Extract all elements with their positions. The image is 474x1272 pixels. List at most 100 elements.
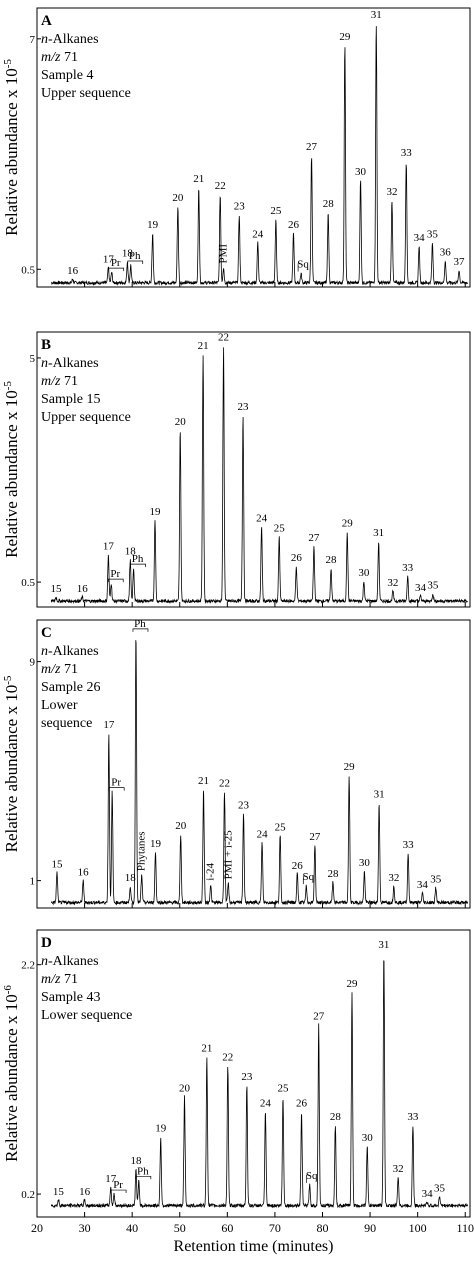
peak-label-34: 34 [422,1188,434,1200]
y-axis-label: Relative abundance x 10-5 [2,675,21,852]
peak-label-26: 26 [288,219,300,231]
peak-label-22: 22 [219,778,230,790]
peak-label-19: 19 [150,838,162,850]
peak-label-35: 35 [427,580,439,592]
peak-bracket [132,628,149,632]
y-tick-label: 0.5 [21,577,35,589]
peak-bracket [107,578,124,583]
panel-info-line: n-Alkanes [41,32,99,47]
peak-bracket [108,267,125,272]
peak-label-ph: Ph [137,1165,149,1177]
panel-info-line: sequence [41,716,92,731]
peak-label-16: 16 [67,265,79,277]
peak-label-phytanes: Phytanes [136,831,148,871]
peak-label-15: 15 [53,1186,65,1198]
x-tick-label: 20 [31,1221,43,1235]
x-tick-label: 30 [79,1221,91,1235]
peak-label-18: 18 [125,546,137,558]
peak-bracket [108,787,125,791]
chromatogram-trace [50,347,468,605]
peak-label-17: 17 [103,541,115,553]
panel-info-line: Upper sequence [41,410,131,425]
peak-label-26: 26 [296,1097,308,1109]
peak-label-37: 37 [454,256,466,268]
peak-label-19: 19 [155,1123,167,1135]
y-axis-label: Relative abundance x 10-5 [2,59,21,236]
chromatogram-trace [50,640,468,906]
peak-label-18: 18 [125,872,137,884]
peak-label-29: 29 [344,761,356,773]
peak-label-ph: Ph [134,618,146,630]
panel-frame [36,619,471,909]
x-tick-label: 50 [174,1221,186,1235]
panel-letter: B [41,337,51,353]
peak-label-25: 25 [275,821,287,833]
peak-label-ph: Ph [129,250,141,262]
peak-label-33: 33 [401,147,413,159]
x-tick-label: 90 [364,1221,376,1235]
peak-label-27: 27 [309,831,321,843]
panel-info-line: Sample 4 [41,68,94,83]
panel-frame [36,7,471,288]
peak-label-22: 22 [215,180,226,192]
peak-label-sq: Sq [306,1170,318,1182]
peak-label-pmi-i-25: PMI + i-25 [222,830,234,879]
peak-label-24: 24 [256,512,268,524]
peak-label-25: 25 [274,522,286,534]
peak-label-15: 15 [51,858,63,870]
peak-label-30: 30 [358,567,370,579]
peak-label-pr: Pr [111,257,121,269]
x-axis-label: Retention time (minutes) [174,1238,334,1255]
x-tick-label: 80 [316,1221,328,1235]
peak-label-ph: Ph [132,553,144,565]
peak-label-34: 34 [417,879,429,891]
peak-label-30: 30 [362,1132,374,1144]
peak-label-i-24: i-24 [205,863,217,881]
peak-label-pr: Pr [111,777,121,789]
peak-label-sq: Sq [303,871,315,883]
peak-label-sq: Sq [297,259,309,271]
x-tick-label: 60 [221,1221,233,1235]
peak-label-34: 34 [414,232,426,244]
peak-label-15: 15 [51,583,63,595]
peak-bracket [127,260,144,265]
peak-label-16: 16 [78,867,90,879]
peak-label-21: 21 [198,340,209,352]
peak-label-21: 21 [198,775,209,787]
panel-info-line: Sample 43 [41,990,101,1005]
panel-info-line: n-Alkanes [41,644,99,659]
panel-frame [36,331,471,608]
peak-label-17: 17 [105,1173,117,1185]
peak-label-34: 34 [415,582,427,594]
peak-label-33: 33 [403,839,415,851]
peak-label-33: 33 [402,562,414,574]
peak-label-32: 32 [386,186,397,198]
panel-letter: C [41,625,52,641]
peak-label-23: 23 [238,800,250,812]
peak-label-26: 26 [291,552,303,564]
peak-label-23: 23 [238,401,250,413]
y-tick-label: 1 [30,876,36,888]
peak-label-19: 19 [147,219,159,231]
y-axis-label: Relative abundance x 10-5 [2,381,21,558]
peak-label-16: 16 [79,1186,91,1198]
peak-label-28: 28 [327,868,339,880]
panel-info-line: n-Alkanes [41,356,99,371]
y-tick-label: 5 [30,353,36,365]
peak-label-32: 32 [387,577,398,589]
peak-label-31: 31 [378,939,389,951]
x-tick-label: 100 [409,1221,427,1235]
panel-info-line: m/z 71 [41,50,78,65]
peak-label-25: 25 [278,1083,290,1095]
panel-info-line: Sample 26 [41,680,101,695]
peak-label-36: 36 [440,246,452,258]
chart-panel-c: 9 1 15 16 17 Pr 18 Ph Phytanes 19 20 21 i-24 22 PMI + … [2,618,471,909]
peak-label-20: 20 [172,192,184,204]
panel-info-line: n-Alkanes [41,954,99,969]
y-tick-label: 0.2 [21,1189,35,1201]
y-tick-label: 7 [30,34,36,46]
peak-label-22: 22 [222,1052,233,1064]
y-tick-label: 2.2 [21,960,35,972]
